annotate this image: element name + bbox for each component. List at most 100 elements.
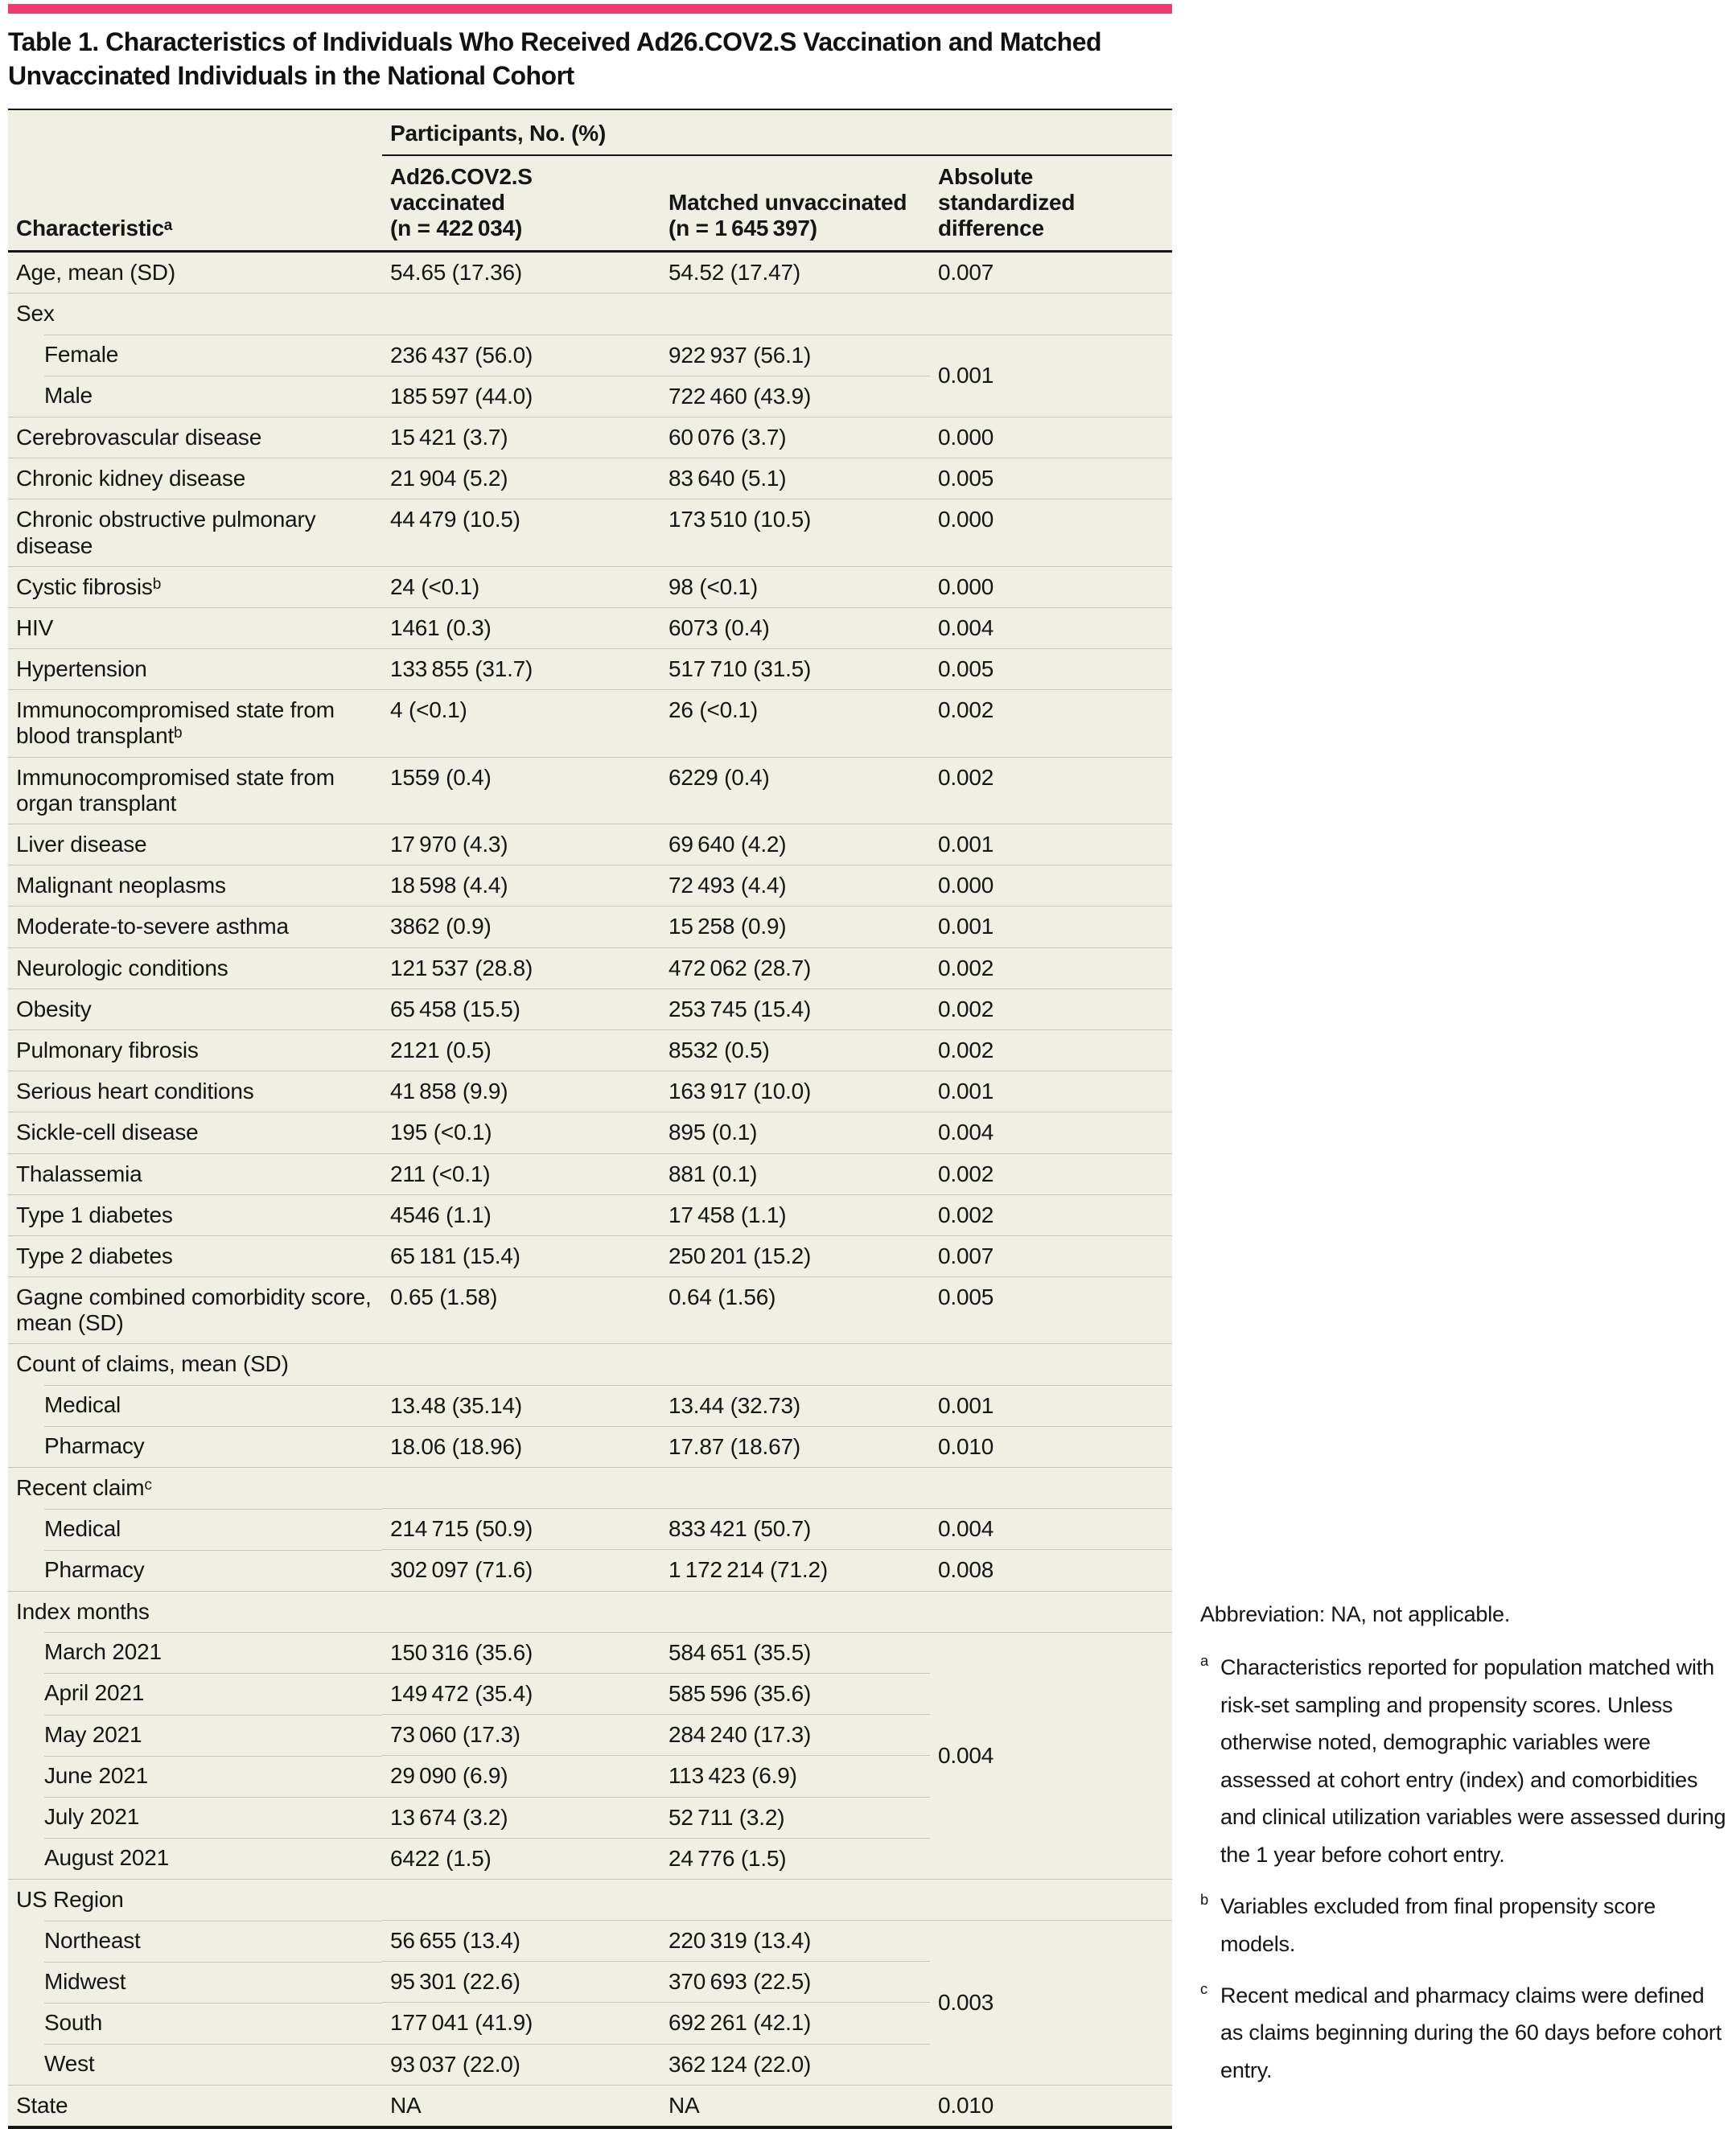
row-label: Midwest [8,1961,382,2003]
accent-bar [8,4,1172,14]
table-row: March 2021 150 316 (35.6) 584 651 (35.5) 0.… [8,1631,1172,1880]
asd-value: 0.002 [930,947,1172,989]
unvaccinated-value: 26 (<0.1) [660,689,930,758]
table-row: Medical 214 715 (50.9) 833 421 (50.7) 0.004 [8,1508,1172,1550]
footnote-marker: b [1200,1891,1209,1909]
table-header: Characteristicᵃ Participants, No. (%) Ad… [8,109,1172,253]
row-label: Gagne combined comorbidity score, mean (… [8,1276,382,1344]
asd-value: 0.001 [930,1071,1172,1112]
row-label: West [8,2044,382,2086]
row-label: Chronic kidney disease [8,458,382,499]
unvaccinated-value: 585 596 (35.6) [660,1672,930,1715]
table-row: Midwest 95 301 (22.6) 370 693 (22.5) [8,1961,1172,2003]
row-label: Thalassemia [8,1153,382,1195]
row-label: Chronic obstructive pulmonary disease [8,499,382,567]
asd-value: 0.007 [930,1235,1172,1277]
unvaccinated-value: 17 458 (1.1) [660,1194,930,1236]
vaccinated-value: 56 655 (13.4) [382,1920,660,1962]
row-label: State [8,2084,382,2128]
table-row: Female 236 437 (56.0) 922 937 (56.1) 0.001 [8,334,1172,417]
asd-value: 0.001 [930,334,1172,417]
column-header-unvaccinated: Matched unvaccinated (n = 1 645 397) [660,154,930,253]
row-label: Northeast [8,1920,382,1962]
row-label: Medical [8,1385,382,1427]
table-row: Northeast 56 655 (13.4) 220 319 (13.4) 0.00… [8,1920,1172,2086]
table-body: Age, mean (SD) 54.65 (17.36) 54.52 (17.47)… [8,252,1172,2128]
column-headers-row: Ad26.COV2.S vaccinated (n = 422 034) Mat… [8,154,1172,253]
footnotes-block: Abbreviation: NA, not applicable. a Chara… [1200,1596,1731,2103]
footnote-list: a Characteristics reported for population… [1200,1649,1731,2089]
table-row: Medical 13.48 (35.14) 13.44 (32.73) 0.001 [8,1384,1172,1427]
asd-value: 0.007 [938,260,994,286]
unvaccinated-value: 584 651 (35.5) [660,1631,930,1674]
table-row: Pulmonary fibrosis 2121 (0.5) 8532 (0.5) 0.… [8,1029,1172,1071]
table-row: Obesity 65 458 (15.5) 253 745 (15.4) 0.002 [8,988,1172,1030]
table-row: Liver disease 17 970 (4.3) 69 640 (4.2) 0.0… [8,824,1172,865]
unvaccinated-value: 54.52 (17.47) [668,260,800,286]
row-label: Recent claimᶜ [8,1467,1172,1509]
vaccinated-value: 65 458 (15.5) [382,988,660,1030]
unvaccinated-value: 517 710 (31.5) [660,648,930,690]
column-header-vaccinated: Ad26.COV2.S vaccinated (n = 422 034) [382,154,660,253]
unvaccinated-value: 362 124 (22.0) [660,2043,930,2086]
participants-group-header-row: Characteristicᵃ Participants, No. (%) [8,109,1172,253]
unvaccinated-value: 83 640 (5.1) [660,458,930,499]
row-label: July 2021 [8,1797,382,1839]
vaccinated-value: 4 (<0.1) [382,689,660,758]
vaccinated-value: 13 674 (3.2) [382,1796,660,1839]
asd-value: 0.004 [930,1112,1172,1154]
vaccinated-value: 177 041 (41.9) [382,2002,660,2045]
row-label: Neurologic conditions [8,947,382,989]
row-label: Sex [8,293,1172,335]
vaccinated-value: 29 090 (6.9) [382,1755,660,1798]
asd-value: 0.000 [930,416,1172,458]
vaccinated-value: 18.06 (18.96) [382,1425,660,1468]
unvaccinated-value: 8532 (0.5) [660,1029,930,1071]
unvaccinated-value: 370 693 (22.5) [660,1961,930,2003]
row-label: May 2021 [8,1714,382,1756]
row-label: HIV [8,606,382,649]
row-label: Index months [8,1590,1172,1633]
table-row: April 2021 149 472 (35.4) 585 596 (35.6) [8,1672,1172,1715]
row-label: US Region [8,1878,1172,1921]
asd-value: 0.001 [930,824,1172,865]
row-label: Type 1 diabetes [8,1194,382,1236]
table-row: Immunocompromised state from organ trans… [8,756,1172,824]
column-group-header-participants: Participants, No. (%) [382,109,1172,156]
row-label: August 2021 [8,1838,382,1880]
asd-value: 0.002 [930,756,1172,824]
vaccinated-value: 1461 (0.3) [382,606,660,649]
row-label: Immunocompromised state from blood trans… [8,689,382,758]
vaccinated-value: 93 037 (22.0) [382,2043,660,2086]
table-row: Moderate-to-severe asthma 3862 (0.9) 15 25… [8,906,1172,948]
vaccinated-value: 6422 (1.5) [382,1837,660,1880]
footnote: c Recent medical and pharmacy claims were… [1200,1977,1731,2089]
unvaccinated-value: 250 201 (15.2) [660,1235,930,1277]
vaccinated-value: 18 598 (4.4) [382,865,660,906]
vaccinated-value: 214 715 (50.9) [382,1508,660,1550]
column-header-characteristic: Characteristicᵃ [8,109,382,253]
table-row: Sickle-cell disease 195 (<0.1) 895 (0.1) 0.… [8,1112,1172,1154]
table-row: Chronic obstructive pulmonary disease 44 … [8,499,1172,567]
unvaccinated-value: 6073 (0.4) [660,606,930,649]
unvaccinated-value: 922 937 (56.1) [660,334,930,376]
unvaccinated-value: 833 421 (50.7) [660,1508,930,1550]
vaccinated-value: 4546 (1.1) [382,1194,660,1236]
asd-value: 0.010 [930,2084,1172,2128]
table-row: HIV 1461 (0.3) 6073 (0.4) 0.004 [8,606,1172,649]
table-row: Type 2 diabetes 65 181 (15.4) 250 201 (15.… [8,1235,1172,1277]
asd-value: 0.002 [930,1153,1172,1195]
unvaccinated-value: 173 510 (10.5) [660,499,930,567]
row-label: Malignant neoplasms [8,865,382,906]
unvaccinated-value: 52 711 (3.2) [660,1796,930,1839]
row-label: Type 2 diabetes [8,1235,382,1277]
vaccinated-value: NA [382,2084,660,2128]
row-label: Hypertension [8,648,382,690]
vaccinated-value: 195 (<0.1) [382,1112,660,1154]
asd-value: 0.000 [930,565,1172,608]
unvaccinated-value: 60 076 (3.7) [660,416,930,458]
footnote-marker: c [1200,1979,1207,1997]
footnote: b Variables excluded from final propensit… [1200,1888,1731,1963]
vaccinated-value: 133 855 (31.7) [382,648,660,690]
group-header-row: US Region [8,1878,1172,1921]
